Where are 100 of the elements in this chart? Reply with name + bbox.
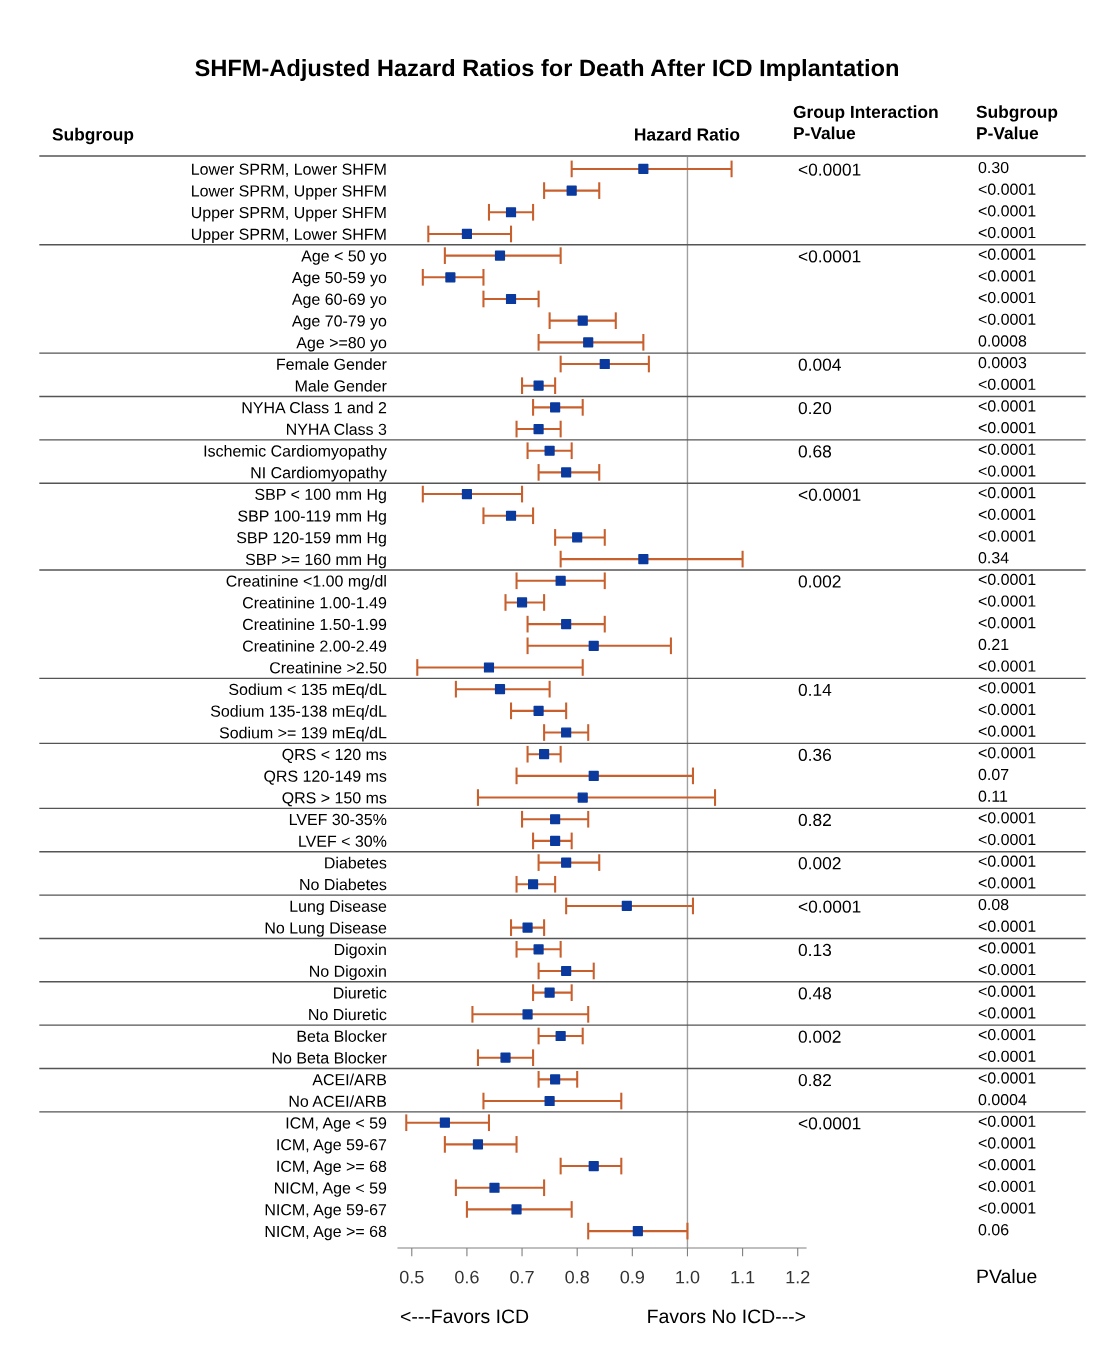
y-tick-label: Male Gender	[295, 379, 387, 392]
x-tick-label: 1.2	[786, 1270, 810, 1284]
text: <---Favors ICD	[400, 1309, 529, 1324]
x-tick-label: 1.0	[676, 1270, 700, 1284]
text: 0.07	[978, 768, 1009, 781]
y-tick-label: Sodium >= 139 mEq/dL	[219, 726, 387, 742]
point	[533, 423, 544, 435]
point	[461, 228, 473, 240]
y-tick-label: Ischemic Cardiomyopathy	[204, 444, 387, 460]
text: <0.0001	[978, 1050, 1036, 1062]
text: <0.0001	[978, 400, 1036, 412]
y-tick-label: No Diuretic	[309, 1008, 387, 1021]
y-tick-label: No ACEI/ARB	[289, 1095, 387, 1107]
y2-tick-label: 0.002	[798, 1030, 841, 1043]
y-tick-label: QRS > 150 ms	[282, 792, 387, 807]
point	[561, 857, 572, 868]
text: <0.0001	[978, 465, 1036, 477]
y-tick-label: Upper SPRM, Lower SHFM	[191, 228, 386, 244]
y-tick-label: NYHA Class 1 and 2	[242, 401, 387, 414]
text: <0.0001	[978, 205, 1036, 217]
text: <0.0001	[978, 942, 1036, 954]
point	[522, 1009, 533, 1020]
y2-tick-label: 0.68	[798, 445, 832, 458]
text: <0.0001	[978, 226, 1036, 239]
point	[561, 727, 572, 738]
text: <0.0001	[978, 855, 1036, 867]
text: 0.08	[978, 898, 1009, 911]
point	[439, 1117, 450, 1128]
y-tick-label: Lower SPRM, Lower SHFM	[192, 163, 386, 177]
text: <0.0001	[978, 422, 1036, 434]
y2-tick-label: 0.002	[798, 575, 841, 588]
point	[511, 1204, 522, 1215]
text: <0.0001	[978, 812, 1036, 824]
y-tick-label: ICM, Age >= 68	[277, 1160, 387, 1176]
y-tick-label: QRS < 120 ms	[282, 748, 387, 763]
text: <0.0001	[978, 877, 1036, 889]
text: <0.0001	[978, 1072, 1036, 1084]
y-tick-label: SBP >= 160 mm Hg	[245, 553, 386, 569]
y-tick-label: Creatinine 2.00-2.49	[242, 640, 387, 652]
x-tick-label: 1.1	[731, 1270, 755, 1284]
y2-tick-label: 0.14	[798, 683, 832, 696]
point	[516, 597, 528, 608]
text: PValue	[977, 1268, 1037, 1284]
text: <0.0001	[978, 487, 1036, 499]
y-tick-label: NI Cardiomyopathy	[251, 466, 387, 482]
text: <0.0001	[978, 660, 1036, 672]
text: <0.0001	[978, 1028, 1036, 1041]
point	[500, 1052, 511, 1063]
point	[550, 835, 561, 846]
y-axis-title: Subgroup	[52, 127, 134, 145]
point	[445, 272, 456, 283]
y2-tick-label: 0.36	[798, 748, 832, 762]
point	[638, 163, 649, 175]
point	[505, 293, 517, 305]
x-tick-label: 0.6	[455, 1270, 479, 1284]
text: <0.0001	[978, 963, 1036, 976]
y2-tick-label: <0.0001	[798, 163, 861, 176]
point	[544, 987, 555, 998]
point	[539, 749, 550, 760]
text: <0.0001	[978, 248, 1036, 260]
text: <0.0001	[978, 313, 1036, 325]
point	[533, 705, 544, 716]
point	[561, 619, 572, 630]
y-tick-label: Beta Blocker	[297, 1030, 387, 1042]
y2-tick-label: 0.20	[798, 401, 832, 415]
text: <0.0001	[978, 1202, 1036, 1214]
text: <0.0001	[978, 1180, 1036, 1193]
text: 0.0003	[978, 356, 1027, 369]
y-tick-label: ICM, Age 59-67	[277, 1139, 387, 1154]
y-tick-label: NICM, Age >= 68	[265, 1225, 387, 1241]
y-tick-label: ACEI/ARB	[312, 1073, 387, 1086]
text: 0.0008	[978, 335, 1027, 347]
point	[621, 900, 632, 912]
text: <0.0001	[978, 1007, 1036, 1019]
y-tick-label: Digoxin	[334, 943, 386, 959]
point	[555, 1030, 566, 1042]
y-tick-label: NICM, Age < 59	[275, 1182, 387, 1197]
y2-tick-label: <0.0001	[798, 250, 861, 263]
y-tick-label: SBP 120-159 mm Hg	[236, 532, 386, 547]
y-tick-label: Sodium < 135 mEq/dL	[229, 683, 387, 699]
text: <0.0001	[978, 725, 1036, 737]
point	[505, 207, 517, 218]
x-tick-label: 0.5	[399, 1270, 424, 1284]
text: 0.30	[978, 161, 1009, 174]
x-tick-label: 0.7	[510, 1270, 534, 1284]
point	[544, 445, 555, 456]
y-tick-label: Age 60-69 yo	[291, 293, 387, 309]
y2-tick-label: 0.004	[798, 358, 841, 371]
point	[588, 1160, 599, 1172]
y-tick-label: Age 50-59 yo	[291, 271, 387, 287]
text: <0.0001	[978, 1159, 1036, 1171]
text: <0.0001	[978, 443, 1036, 456]
point	[566, 185, 577, 196]
text: <0.0001	[978, 183, 1036, 195]
point	[638, 554, 649, 565]
point	[494, 250, 506, 261]
y-tick-label: Creatinine <1.00 mg/dl	[226, 575, 386, 590]
text: <0.0001	[978, 617, 1036, 629]
y-tick-label: Diuretic	[334, 986, 387, 999]
y-tick-label: No Digoxin	[310, 965, 386, 981]
